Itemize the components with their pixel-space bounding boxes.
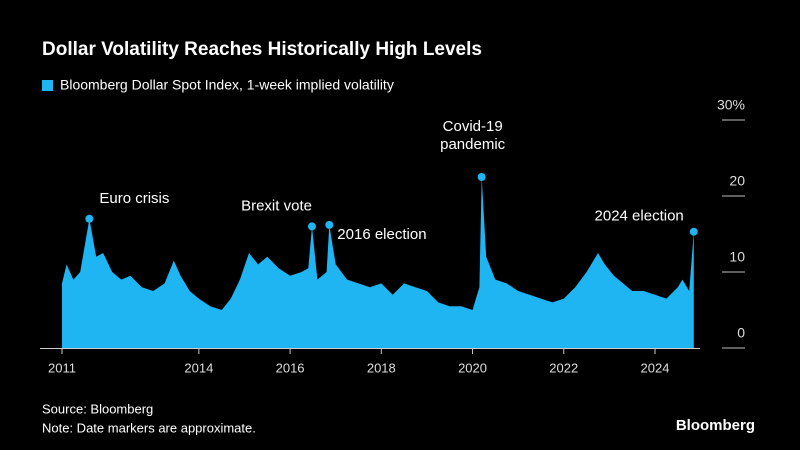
annotation-label: 2016 election (337, 226, 426, 243)
annotation-marker (325, 220, 334, 229)
annotation-marker (85, 214, 94, 223)
y-tick-label: 20 (729, 173, 745, 189)
x-tick-label: 2022 (549, 360, 578, 375)
x-tick-label: 2020 (458, 360, 487, 375)
annotation-marker (307, 222, 316, 231)
annotation-marker (689, 227, 698, 236)
annotation-label: Covid-19 (443, 118, 503, 135)
brand: Bloomberg (676, 417, 755, 434)
annotation-label: pandemic (440, 136, 506, 153)
x-tick-label: 2011 (48, 360, 76, 375)
chart-title: Dollar Volatility Reaches Historically H… (42, 39, 482, 60)
area (62, 177, 694, 348)
annotation-marker (477, 173, 486, 181)
legend-label: Bloomberg Dollar Spot Index, 1-week impl… (60, 77, 394, 93)
source: Source: Bloomberg (42, 401, 153, 416)
annotation-label: Euro crisis (99, 190, 169, 207)
x-tick-label: 2014 (184, 360, 213, 375)
annotation-label: 2024 election (595, 208, 684, 225)
legend-swatch (42, 80, 53, 91)
y-tick-label: 30% (717, 97, 745, 113)
note: Note: Date markers are approximate. (42, 420, 256, 435)
x-tick-label: 2024 (641, 360, 670, 375)
x-tick-label: 2018 (367, 360, 396, 375)
x-tick-label: 2016 (276, 360, 305, 375)
annotation-label: Brexit vote (241, 197, 312, 214)
y-tick-label: 10 (729, 249, 745, 265)
y-tick-label: 0 (737, 325, 745, 341)
